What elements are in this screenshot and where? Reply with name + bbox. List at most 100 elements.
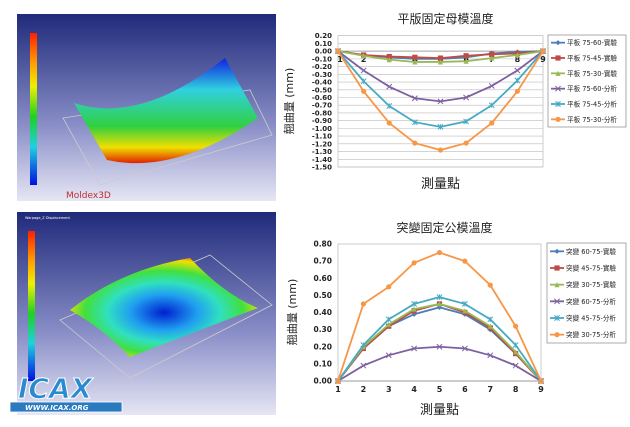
marker-x [488, 82, 495, 89]
y-tick-label: -0.60 [312, 94, 332, 102]
y-tick-label: -0.40 [312, 79, 332, 87]
y-tick-label: 0.10 [313, 359, 332, 368]
marker-x [360, 67, 367, 74]
marker-star [386, 103, 393, 109]
marker-square [555, 55, 561, 61]
legend-label: 突變 60-75-分析 [566, 297, 616, 306]
marker-circle [335, 48, 341, 54]
marker-triangle [487, 323, 493, 329]
legend-item: 平板 75-30-實驗 [551, 69, 617, 78]
legend-label: 平板 75-30-分析 [567, 115, 617, 124]
series-3 [335, 48, 546, 65]
x-tick-label: 9 [538, 385, 544, 394]
x-tick-label: 8 [513, 385, 519, 394]
legend-item: 平板 75-45-實驗 [551, 54, 617, 63]
legend-box [547, 34, 627, 128]
y-tick-label: -0.80 [312, 109, 332, 117]
simulation-image-top: Moldex3D [17, 14, 276, 201]
simulation-image-bottom: Warpage_Z Displacement ICAX WWW.ICAX.ORG [9, 212, 276, 415]
marker-star [512, 342, 519, 348]
legend-label: 平板 75-45-分析 [567, 100, 617, 109]
marker-circle [487, 282, 493, 288]
series-6 [335, 48, 546, 153]
legend-label: 突變 30-75-實驗 [566, 280, 616, 289]
legend-label: 突變 30-75-分析 [566, 330, 616, 339]
legend-item: 突變 60-75-分析 [550, 297, 616, 306]
marker-x [555, 85, 561, 92]
marker-triangle [386, 321, 392, 328]
y-tick-label: 0.00 [313, 377, 332, 386]
y-tick-label: -1.40 [312, 156, 332, 164]
marker-circle [386, 120, 392, 126]
marker-star [514, 77, 521, 84]
marker-circle [554, 332, 560, 338]
marker-star [360, 342, 367, 348]
marker-star [554, 315, 560, 321]
y-tick-label: 0.10 [315, 40, 332, 48]
y-tick-label: -1.20 [312, 140, 332, 148]
legend-label: 平板 75-30-實驗 [567, 69, 617, 78]
marker-triangle [411, 306, 417, 312]
marker-circle [540, 48, 546, 54]
marker-star [488, 102, 495, 109]
marker-x [487, 352, 494, 359]
marker-diamond [554, 248, 560, 254]
marker-triangle [436, 301, 443, 307]
y-tick-label: -0.30 [312, 71, 332, 79]
y-tick-label: -0.50 [312, 86, 332, 94]
legend-label: 突變 45-75-分析 [566, 314, 616, 323]
marker-square [489, 51, 495, 57]
legend-box [546, 242, 627, 344]
series-line [337, 345, 542, 382]
marker-star [463, 118, 470, 125]
x-tick-label: 3 [386, 385, 392, 394]
x-tick-label: 1 [335, 385, 341, 394]
marker-x [514, 67, 521, 74]
marker-star [360, 78, 367, 85]
series-6 [335, 249, 544, 384]
marker-square [463, 53, 469, 59]
y-tick-label: 0.60 [313, 274, 332, 283]
marker-star [461, 300, 468, 307]
color-scale-bar [30, 33, 37, 185]
marker-square [412, 54, 418, 60]
marker-x [463, 94, 470, 101]
marker-circle [462, 258, 468, 264]
chart-title: 突變固定公模溫度 [396, 220, 492, 235]
marker-circle [513, 323, 519, 329]
legend-item: 突變 30-75-分析 [550, 330, 616, 339]
marker-x [386, 83, 393, 90]
icax-watermark: ICAX WWW.ICAX.ORG [9, 372, 123, 413]
y-tick-label: 0.80 [313, 240, 332, 249]
marker-star [411, 119, 418, 126]
x-tick-label: 5 [437, 385, 443, 394]
marker-triangle [554, 282, 560, 288]
x-tick-label: 2 [361, 55, 367, 64]
marker-triangle [386, 57, 392, 63]
y-tick-label: 0.20 [313, 342, 332, 351]
legend-item: 平板 75-45-分析 [551, 100, 617, 109]
marker-x [554, 298, 560, 305]
legend-label: 突變 45-75-實驗 [566, 264, 616, 273]
x-tick-label: 7 [487, 385, 493, 394]
marker-triangle [437, 59, 444, 65]
marker-circle [386, 284, 392, 290]
legend-label: 平板 75-60-實驗 [567, 38, 617, 47]
marker-star [411, 300, 418, 307]
marker-triangle [361, 53, 367, 59]
marker-diamond [555, 40, 561, 46]
legend-label: 突變 60-75-實驗 [566, 247, 616, 256]
y-axis-label: 翹曲量 (mm) [283, 68, 296, 135]
x-tick-label: 6 [462, 385, 468, 394]
marker-circle [411, 260, 417, 266]
marker-circle [514, 88, 520, 94]
marker-triangle [489, 55, 495, 61]
color-scale-bar [28, 231, 35, 381]
marker-star [437, 123, 444, 130]
marker-circle [538, 378, 544, 384]
